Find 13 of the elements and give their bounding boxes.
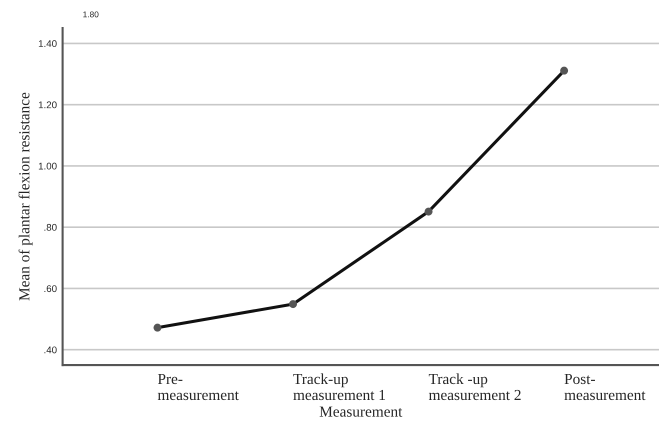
x-tick-label: Track -up measurement 2 bbox=[428, 373, 521, 400]
x-axis-title: Measurement bbox=[320, 406, 402, 417]
y-tick-label: .80 bbox=[44, 224, 57, 231]
y-tick-label: 1.40 bbox=[38, 40, 57, 48]
y-tick-label: .40 bbox=[44, 346, 57, 354]
x-tick-label: Post- measurement bbox=[564, 374, 646, 400]
text: 1.80 bbox=[83, 11, 99, 18]
y-axis-title: Mean of plantar flexion resistance bbox=[18, 92, 33, 300]
y-tick-label: .60 bbox=[44, 285, 57, 292]
x-tick-label: Pre- measurement bbox=[158, 374, 239, 400]
y-tick-label: 1.00 bbox=[38, 162, 57, 170]
x-tick-label: Track-up measurement 1 bbox=[293, 373, 386, 400]
y-tick-label: 1.20 bbox=[38, 101, 57, 108]
